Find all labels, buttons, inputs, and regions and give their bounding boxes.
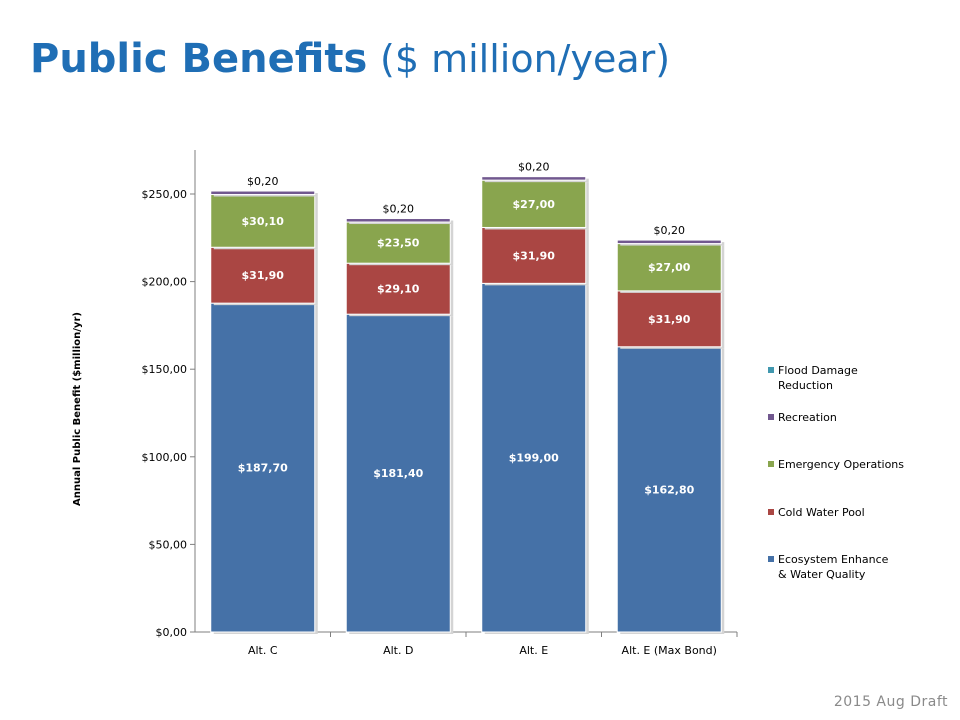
footer-note: 2015 Aug Draft [833, 694, 948, 710]
x-tick-label: Alt. E (Max Bond) [622, 644, 717, 657]
legend-label: Recreation [778, 411, 837, 424]
y-tick-label: $0,00 [156, 626, 188, 639]
data-label: $0,20 [518, 161, 550, 174]
legend-swatch [768, 461, 774, 467]
bar-segment [616, 346, 722, 633]
data-label: $0,20 [383, 203, 415, 216]
y-tick-label: $100,00 [142, 451, 188, 464]
data-label: $29,10 [377, 283, 420, 296]
data-label: $181,40 [373, 467, 423, 480]
data-label: $31,90 [648, 313, 691, 326]
bar-segment [616, 239, 722, 245]
legend-label: & Water Quality [778, 568, 866, 581]
bar-segment [616, 290, 722, 348]
legend-swatch [768, 367, 774, 373]
data-label: $187,70 [238, 462, 288, 475]
bar-segment [481, 226, 587, 284]
bar-segment [481, 179, 587, 228]
legend-label: Flood Damage [778, 364, 858, 377]
data-label: $30,10 [242, 215, 285, 228]
data-label: $31,90 [513, 249, 556, 262]
bar-segment [210, 246, 316, 304]
data-label: $0,20 [654, 224, 686, 237]
data-label: $162,80 [644, 483, 694, 496]
y-tick-label: $50,00 [149, 538, 188, 551]
legend-label: Cold Water Pool [778, 506, 865, 519]
data-label: $199,00 [509, 452, 559, 465]
bar-segment [481, 176, 587, 181]
x-tick-label: Alt. D [383, 644, 413, 657]
bar-segment [345, 313, 451, 633]
bar-segment [345, 221, 451, 264]
title-subtitle: ($ million/year) [380, 37, 671, 81]
legend-swatch [768, 414, 774, 420]
x-tick-label: Alt. C [248, 644, 278, 657]
bar-segment [210, 190, 316, 196]
title-main: Public Benefits [30, 36, 368, 82]
data-label: $31,90 [242, 269, 285, 282]
bar-segment [345, 218, 451, 223]
data-label: $27,00 [513, 198, 556, 211]
data-label: $23,50 [377, 237, 420, 250]
data-label: $0,20 [247, 175, 279, 188]
legend-label: Emergency Operations [778, 458, 904, 471]
legend-swatch [768, 556, 774, 562]
page-title: Public Benefits ($ million/year) [30, 36, 670, 82]
legend-label: Ecosystem Enhance [778, 553, 889, 566]
legend-label: Reduction [778, 379, 833, 392]
legend-swatch [768, 509, 774, 515]
y-axis-label: Annual Public Benefit ($million/yr) [72, 312, 83, 506]
y-tick-label: $250,00 [142, 188, 188, 201]
y-tick-label: $200,00 [142, 276, 188, 289]
x-tick-label: Alt. E [519, 644, 548, 657]
bar-segment [481, 282, 587, 633]
bar-segment [345, 262, 451, 315]
data-label: $27,00 [648, 261, 691, 274]
bar-segment [616, 243, 722, 292]
y-tick-label: $150,00 [142, 363, 188, 376]
